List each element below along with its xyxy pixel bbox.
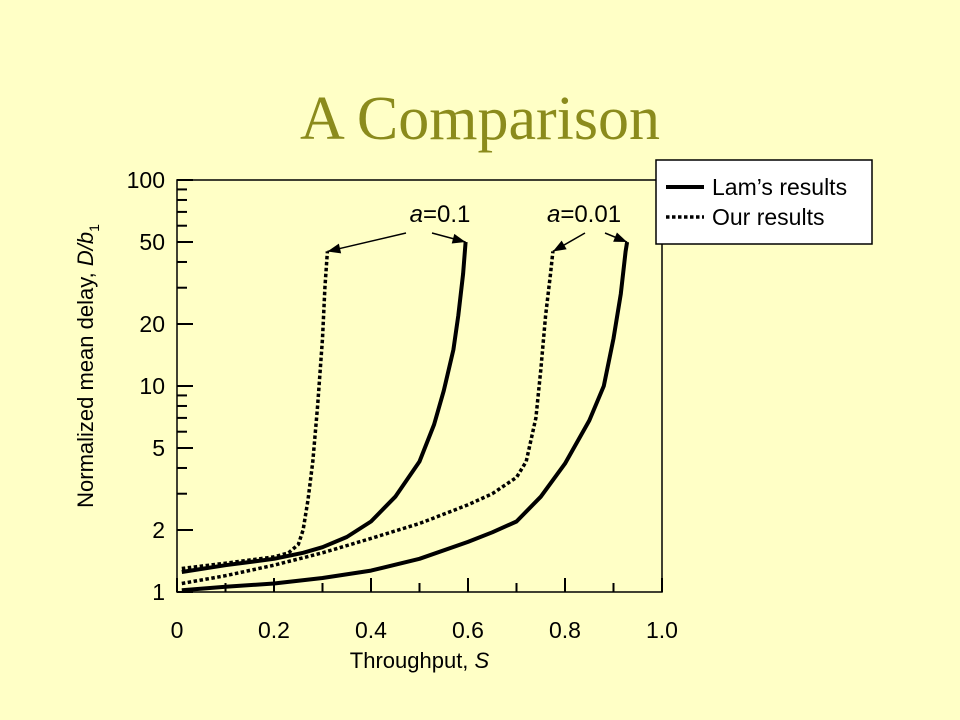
slide-title: A Comparison xyxy=(300,85,660,153)
x-tick-label: 0.8 xyxy=(549,617,581,643)
y-tick-label: 100 xyxy=(127,167,165,193)
series-lines xyxy=(181,241,630,593)
annotation-arrow-head xyxy=(613,232,628,243)
x-tick-label: 1.0 xyxy=(646,617,678,643)
series-line-our-a01 xyxy=(181,251,330,571)
annotation-label: a=0.01 xyxy=(547,201,621,228)
y-tick-label: 2 xyxy=(152,517,165,543)
annotation-arrow-line xyxy=(327,232,407,253)
annotation-arrow-head xyxy=(327,243,342,254)
annotation-arrow-head xyxy=(552,240,567,252)
x-tick-label: 0.2 xyxy=(258,617,290,643)
plot-border xyxy=(176,179,663,593)
annotation-label: a=0.1 xyxy=(410,201,471,228)
series-line-lam-a01 xyxy=(181,241,468,574)
series-line-lam-a001 xyxy=(181,241,630,593)
plot-frame xyxy=(176,179,663,593)
annotations: a=0.1 a=0.01 xyxy=(327,201,628,254)
x-axis-title: Throughput, S xyxy=(350,648,490,673)
x-tick-label: 0 xyxy=(171,617,184,643)
x-tick-label: 0.4 xyxy=(355,617,387,643)
y-axis-title: Normalized mean delay, D/b1 xyxy=(73,224,102,508)
legend-label: Our results xyxy=(712,204,824,230)
x-tick-label: 0.6 xyxy=(452,617,484,643)
series-line-our-a001 xyxy=(181,251,555,586)
y-tick-label: 1 xyxy=(152,579,165,605)
y-tick-label: 50 xyxy=(139,229,165,255)
legend-label: Lam’s results xyxy=(712,174,847,200)
axis-ticks: 1 2 5 10 20 50 100 0 0.2 0.4 0.6 0.8 1.0 Throughput, … xyxy=(73,167,678,673)
legend-box xyxy=(655,159,873,245)
annotation-arrow-head xyxy=(451,233,466,244)
y-tick-label: 20 xyxy=(139,311,165,337)
y-tick-label: 10 xyxy=(139,373,165,399)
legend: Lam’s results Our results xyxy=(655,159,873,245)
y-tick-label: 5 xyxy=(152,435,165,461)
